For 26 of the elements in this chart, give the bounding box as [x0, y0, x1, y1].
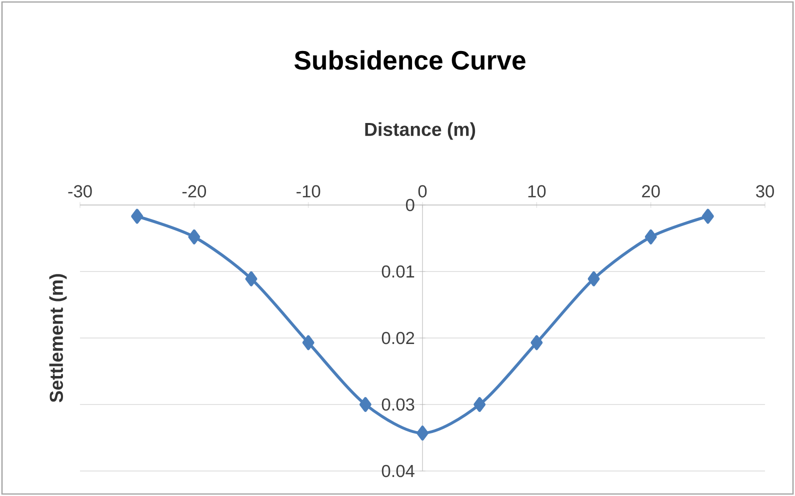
x-tick-label: 30: [756, 185, 774, 198]
y-tick-label: 0.04: [382, 464, 414, 478]
point: [644, 229, 657, 244]
y-tick-label: 0.03: [382, 398, 414, 411]
point: [359, 397, 372, 412]
x-axis-title: Distance (m): [365, 122, 476, 140]
point: [245, 271, 258, 286]
x-tick-label: 20: [642, 185, 660, 198]
point: [188, 229, 200, 244]
point: [416, 426, 428, 441]
point: [474, 397, 486, 412]
point: [131, 208, 144, 224]
point: [530, 335, 543, 350]
point: [302, 335, 314, 350]
y-tick-label: 0.01: [382, 265, 414, 278]
y-axis-title: Settlement (m): [49, 274, 67, 402]
x-tick-label: -10: [296, 185, 320, 198]
x-tick-label: -30: [68, 185, 92, 198]
point: [702, 208, 714, 224]
x-tick-label: -20: [182, 185, 206, 198]
x-tick-label: 10: [528, 185, 546, 198]
x-tick-label: 0: [418, 185, 427, 198]
point: [588, 271, 600, 286]
y-tick-label: 0.02: [382, 332, 414, 344]
chart-title: Subsidence Curve: [294, 50, 526, 70]
y-tick-label: 0: [406, 198, 414, 212]
